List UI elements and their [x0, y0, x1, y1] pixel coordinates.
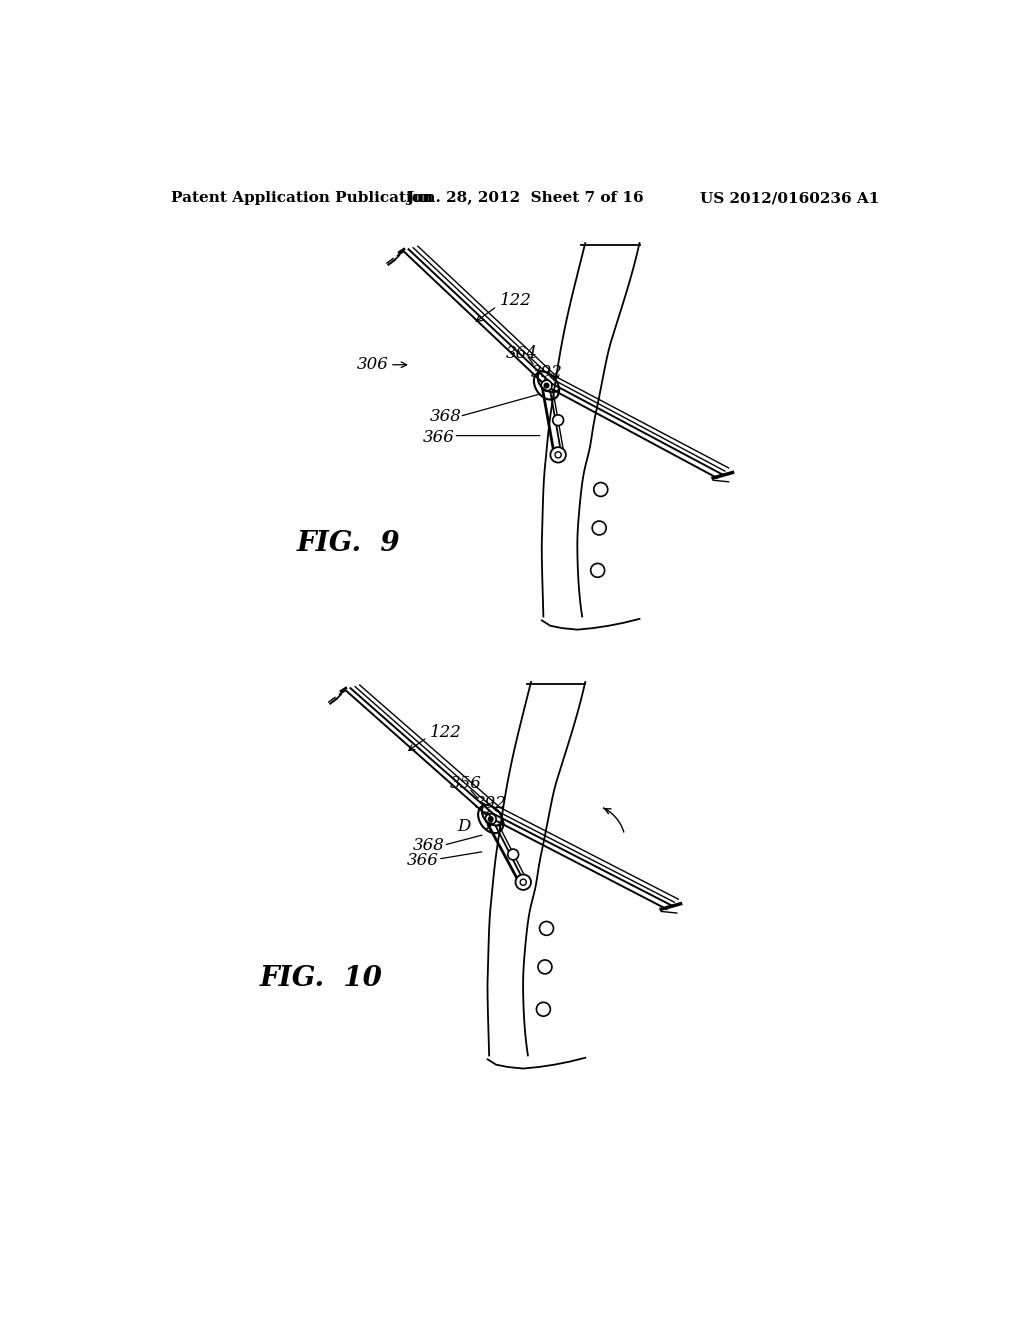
Text: D: D	[458, 818, 471, 836]
Text: 392: 392	[531, 364, 563, 381]
Circle shape	[541, 380, 552, 391]
Circle shape	[538, 960, 552, 974]
Circle shape	[591, 564, 604, 577]
Text: FIG.  9: FIG. 9	[297, 529, 400, 557]
Text: 356: 356	[450, 775, 481, 792]
Text: Patent Application Publication: Patent Application Publication	[171, 191, 432, 206]
Circle shape	[555, 451, 561, 458]
Circle shape	[553, 414, 563, 425]
Text: Jun. 28, 2012  Sheet 7 of 16: Jun. 28, 2012 Sheet 7 of 16	[406, 191, 644, 206]
Circle shape	[544, 383, 549, 388]
Circle shape	[592, 521, 606, 535]
Text: 368: 368	[430, 408, 462, 425]
Circle shape	[508, 849, 518, 859]
Circle shape	[515, 874, 531, 890]
Circle shape	[485, 813, 496, 825]
Text: 368: 368	[413, 837, 444, 854]
Circle shape	[550, 447, 566, 462]
Text: 306: 306	[356, 356, 388, 374]
Text: 122: 122	[500, 292, 531, 309]
Text: FIG.  10: FIG. 10	[260, 965, 383, 991]
Text: 122: 122	[430, 723, 462, 741]
Circle shape	[540, 921, 554, 936]
Circle shape	[594, 483, 607, 496]
Text: 364: 364	[506, 345, 538, 362]
Circle shape	[537, 1002, 550, 1016]
Text: 392: 392	[474, 795, 506, 812]
Text: US 2012/0160236 A1: US 2012/0160236 A1	[700, 191, 880, 206]
Circle shape	[488, 817, 493, 821]
Text: 366: 366	[407, 853, 439, 869]
Text: 366: 366	[423, 429, 455, 446]
Circle shape	[520, 879, 526, 886]
